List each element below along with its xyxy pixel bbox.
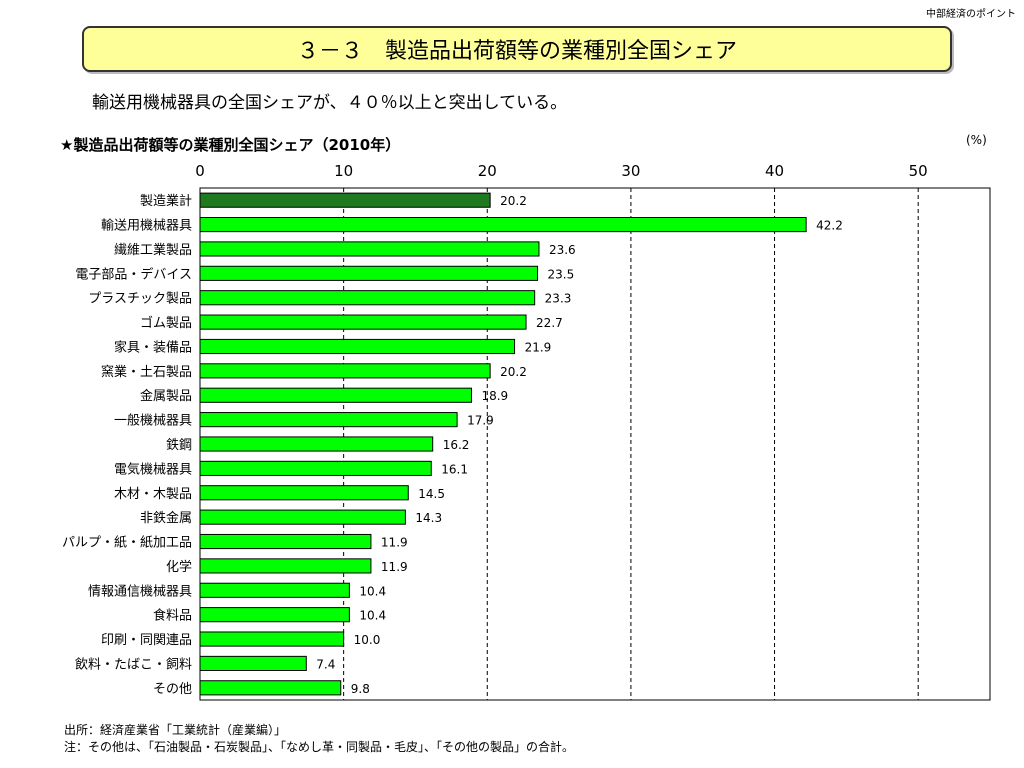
bar — [199, 607, 350, 623]
bar — [199, 217, 807, 233]
value-label: 23.6 — [549, 243, 576, 257]
value-label: 22.7 — [536, 316, 563, 330]
corner-label: 中部経済のポイント — [926, 9, 1016, 20]
x-tick-label: 40 — [765, 162, 784, 180]
category-label: 非鉄金属 — [140, 510, 192, 526]
category-label: その他 — [153, 682, 192, 697]
category-label: 繊維工業製品 — [114, 242, 192, 258]
bar — [199, 509, 406, 525]
category-label: 印刷・同関連品 — [101, 633, 192, 648]
x-tick-label: 30 — [621, 162, 640, 180]
value-label: 18.9 — [481, 389, 508, 403]
bar — [199, 460, 432, 476]
slide-title: ３－３ 製造品出荷額等の業種別全国シェア — [82, 26, 952, 72]
note-text: 注：その他は、「石油製品・石炭製品」、「なめし革・同製品・毛皮」、「その他の製品… — [64, 740, 575, 754]
bar — [199, 363, 491, 379]
value-label: 14.3 — [415, 511, 442, 525]
source-note: 出所：経済産業省「工業統計（産業編）」 注：その他は、「石油製品・石炭製品」、「… — [64, 722, 574, 756]
bar — [199, 533, 372, 550]
category-label: 飲料・たばこ・飼料 — [75, 656, 192, 672]
bar — [199, 436, 434, 452]
bar — [199, 338, 516, 355]
category-label: 鉄鋼 — [166, 438, 192, 453]
category-label: 電子部品・デバイス — [75, 266, 192, 282]
value-label: 14.5 — [418, 487, 445, 501]
bar — [199, 582, 350, 598]
x-tick-label: 20 — [478, 162, 497, 180]
category-label: 木材・木製品 — [114, 487, 192, 502]
bar — [199, 655, 307, 671]
category-label: 窯業・土石製品 — [101, 364, 192, 380]
bar — [199, 265, 539, 281]
value-label: 10.4 — [359, 609, 386, 623]
value-label: 16.1 — [441, 462, 468, 476]
chart-title: ★製造品出荷額等の業種別全国シェア（2010年） — [60, 136, 401, 154]
value-label: 16.2 — [443, 438, 470, 452]
slide-subtitle: 輸送用機械器具の全国シェアが、４０％以上と突出している。 — [92, 93, 568, 113]
bar — [199, 558, 372, 574]
bar — [199, 314, 527, 330]
source-text: 出所：経済産業省「工業統計（産業編）」 — [64, 723, 287, 737]
category-label: 電気機械器具 — [114, 461, 192, 477]
value-label: 9.8 — [351, 682, 370, 696]
value-label: 23.3 — [545, 292, 572, 306]
unit-label: (%) — [966, 133, 987, 147]
category-label: 家具・装備品 — [114, 339, 192, 355]
category-label: 情報通信機械器具 — [88, 584, 192, 599]
bar — [199, 241, 540, 257]
value-label: 20.2 — [500, 365, 527, 379]
bar — [199, 192, 491, 208]
value-label: 21.9 — [525, 340, 552, 354]
x-tick-label: 0 — [195, 162, 205, 180]
value-label: 23.5 — [548, 267, 575, 281]
value-label: 10.0 — [354, 633, 381, 647]
category-label: プラスチック製品 — [88, 292, 192, 307]
category-label: 製造業計 — [140, 193, 192, 209]
bar — [199, 631, 345, 647]
value-label: 42.2 — [816, 219, 843, 233]
value-label: 7.4 — [316, 657, 335, 671]
x-tick-label: 50 — [909, 162, 928, 180]
bar — [199, 290, 536, 306]
category-label: 食料品 — [153, 608, 192, 624]
x-tick-label: 10 — [334, 162, 353, 180]
bar — [199, 485, 409, 501]
category-label: 一般機械器具 — [114, 413, 192, 429]
bar — [199, 412, 458, 428]
value-label: 20.2 — [500, 194, 527, 208]
category-label: ゴム製品 — [140, 315, 192, 331]
value-label: 11.9 — [381, 560, 408, 574]
category-label: パルプ・紙・紙加工品 — [62, 536, 192, 551]
category-label: 化学 — [166, 559, 192, 575]
bar — [199, 387, 472, 403]
category-label: 金属製品 — [140, 388, 192, 404]
value-label: 11.9 — [381, 536, 408, 550]
value-label: 10.4 — [359, 584, 386, 598]
bar-chart: 0 10 20 30 40 50 製造業計 20.2 輸送用機械器具 42.2 繊維工業製品 23.6… — [62, 162, 991, 701]
value-label: 17.9 — [467, 414, 494, 428]
bar — [199, 680, 342, 696]
category-label: 輸送用機械器具 — [101, 219, 192, 234]
